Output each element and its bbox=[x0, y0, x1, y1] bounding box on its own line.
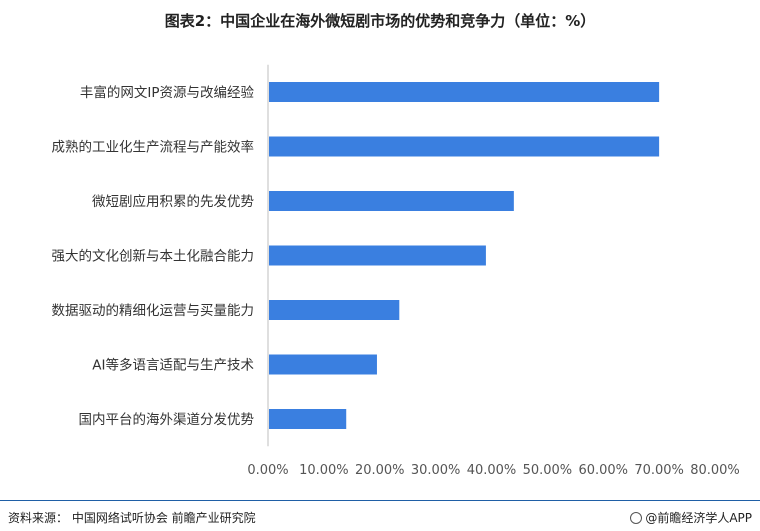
brand-text: @前瞻经济学人APP bbox=[645, 511, 752, 525]
bar bbox=[269, 354, 377, 375]
chart-bars bbox=[269, 82, 660, 429]
source-note: 资料来源： 中国网络试听协会 前瞻产业研究院 bbox=[8, 511, 256, 525]
x-tick-label: 40.00% bbox=[467, 463, 517, 478]
bar bbox=[269, 191, 514, 211]
category-label: 强大的文化创新与本土化融合能力 bbox=[52, 249, 255, 265]
x-tick-label: 30.00% bbox=[411, 463, 461, 478]
bar bbox=[269, 409, 347, 429]
category-label: 丰富的网文IP资源与改编经验 bbox=[80, 84, 255, 101]
category-label: 国内平台的海外渠道分发优势 bbox=[79, 412, 255, 428]
x-tick-label: 60.00% bbox=[578, 463, 628, 478]
x-tick-label: 80.00% bbox=[690, 463, 740, 478]
category-label: 成熟的工业化生产流程与产能效率 bbox=[52, 139, 255, 156]
x-tick-labels: 0.00% 10.00% 20.00% 30.00% 40.00% 50.00% 60.00… bbox=[247, 463, 739, 478]
category-labels: 丰富的网文IP资源与改编经验成熟的工业化生产流程与产能效率微短剧应用积累的先发优… bbox=[52, 84, 255, 428]
category-label: AI等多语言适配与生产技术 bbox=[92, 357, 254, 374]
brand-credit: @前瞻经济学人APP bbox=[630, 509, 752, 526]
brand-logo-icon bbox=[630, 512, 643, 524]
bar-chart: 丰富的网文IP资源与改编经验成熟的工业化生产流程与产能效率微短剧应用积累的先发优… bbox=[52, 64, 740, 478]
x-tick-label: 10.00% bbox=[299, 463, 349, 478]
footer: 资料来源： 中国网络试听协会 前瞻产业研究院 @前瞻经济学人APP bbox=[0, 500, 760, 531]
bar bbox=[269, 300, 400, 320]
x-tick-label: 0.00% bbox=[247, 463, 288, 478]
chart-title: 图表2：中国企业在海外微短剧市场的优势和竞争力（单位：%） bbox=[164, 12, 596, 30]
x-tick-label: 20.00% bbox=[355, 463, 405, 478]
category-label: 微短剧应用积累的先发优势 bbox=[92, 193, 254, 210]
bar bbox=[269, 82, 660, 102]
bar bbox=[269, 245, 486, 266]
x-tick-label: 50.00% bbox=[523, 463, 573, 478]
bar bbox=[269, 136, 660, 157]
category-label: 数据驱动的精细化运营与买量能力 bbox=[52, 303, 255, 319]
x-tick-label: 70.00% bbox=[634, 463, 684, 478]
